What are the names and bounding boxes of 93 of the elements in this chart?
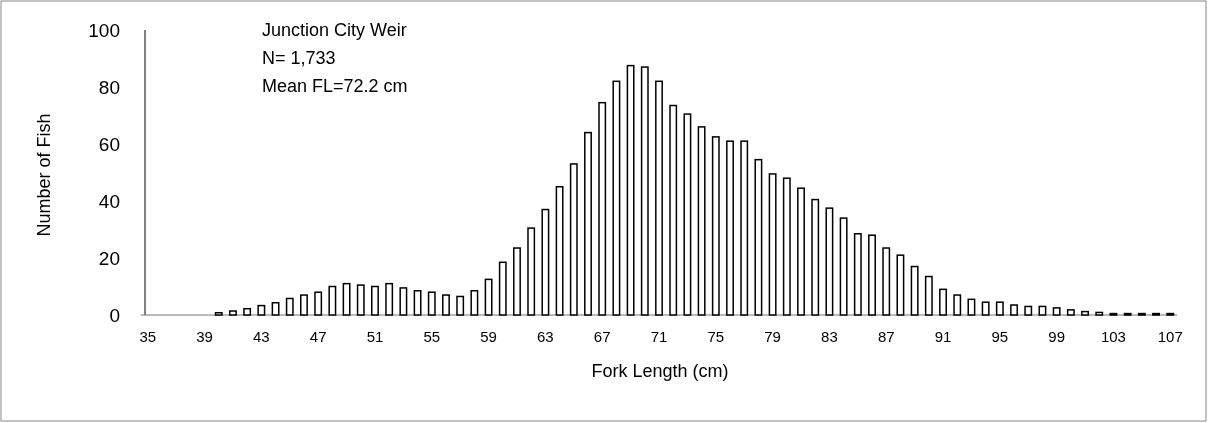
x-tick-label: 95	[991, 328, 1009, 345]
bar	[669, 104, 678, 316]
x-tick-label: 75	[707, 328, 725, 345]
bar	[555, 186, 564, 316]
bar	[655, 80, 663, 316]
bar	[1038, 305, 1047, 316]
bar	[1052, 307, 1061, 316]
bar	[385, 282, 394, 316]
bar	[243, 307, 252, 316]
bar	[882, 247, 891, 316]
bar	[939, 288, 947, 316]
bar	[626, 64, 635, 316]
bar	[981, 301, 990, 316]
annotation: Mean FL=72.2 cm	[262, 76, 408, 96]
bar	[328, 285, 337, 316]
bar	[896, 254, 905, 316]
bar	[484, 278, 493, 316]
bar	[356, 284, 365, 316]
bar	[569, 163, 578, 316]
annotation: N= 1,733	[262, 48, 336, 68]
bar	[697, 126, 706, 316]
bar	[953, 294, 962, 316]
bar	[314, 291, 323, 316]
bar	[839, 217, 848, 316]
bar	[371, 285, 379, 316]
x-tick-label: 63	[537, 328, 554, 345]
y-tick-label: 100	[88, 19, 120, 41]
x-tick-label: 59	[480, 328, 497, 345]
bar	[257, 304, 266, 316]
bar	[782, 177, 791, 316]
bar	[214, 311, 223, 316]
bar	[711, 136, 720, 316]
x-tick-label: 71	[650, 328, 668, 345]
bar	[768, 173, 777, 316]
bar	[924, 275, 933, 316]
x-tick-label: 55	[423, 328, 441, 345]
bar	[740, 140, 749, 316]
bar	[229, 310, 237, 316]
y-tick-label: 0	[109, 304, 120, 326]
bar	[470, 290, 479, 316]
bar	[527, 227, 536, 316]
bar	[640, 66, 649, 316]
bar	[683, 113, 692, 316]
bar	[584, 131, 592, 316]
bar	[541, 208, 550, 316]
bar	[342, 282, 351, 316]
bar	[797, 187, 805, 316]
bar	[754, 158, 763, 316]
x-tick-label: 103	[1100, 328, 1126, 345]
bar	[1024, 305, 1033, 316]
y-tick-label: 20	[98, 247, 120, 269]
bar	[413, 290, 422, 316]
bar	[995, 301, 1004, 316]
bar	[498, 261, 507, 316]
x-tick-label: 47	[309, 328, 327, 345]
x-axis-title: Fork Length (cm)	[591, 361, 729, 381]
bar	[456, 295, 465, 316]
bar	[1010, 304, 1018, 316]
bar	[1095, 311, 1104, 316]
bar	[442, 294, 450, 316]
bar	[1081, 310, 1089, 316]
bar	[612, 80, 621, 316]
y-tick-label: 60	[98, 133, 120, 155]
bar	[598, 101, 607, 316]
bar	[726, 140, 734, 316]
annotation: Junction City Weir	[262, 20, 407, 40]
x-tick-label: 67	[593, 328, 611, 345]
bar	[399, 287, 408, 316]
bar	[910, 265, 919, 316]
bar	[868, 234, 876, 316]
bar	[811, 198, 820, 316]
x-tick-label: 87	[877, 328, 895, 345]
x-tick-label: 43	[253, 328, 270, 345]
bar	[1066, 309, 1075, 316]
x-tick-label: 39	[196, 328, 213, 345]
bar	[427, 291, 436, 316]
x-tick-label: 79	[764, 328, 781, 345]
bar	[967, 298, 976, 316]
y-tick-label: 80	[98, 76, 120, 98]
bar	[825, 207, 834, 316]
bar	[513, 247, 521, 316]
y-axis-title: Number of Fish	[34, 113, 54, 237]
bar	[853, 233, 862, 316]
x-tick-label: 51	[366, 328, 384, 345]
x-tick-label: 107	[1157, 328, 1183, 345]
bar	[271, 302, 280, 316]
y-tick-label: 40	[98, 190, 120, 212]
x-tick-label: 99	[1048, 328, 1065, 345]
x-tick-label: 91	[934, 328, 952, 345]
bar	[300, 294, 308, 316]
x-tick-label: 83	[821, 328, 838, 345]
bar	[285, 297, 294, 316]
x-tick-label: 35	[139, 328, 157, 345]
